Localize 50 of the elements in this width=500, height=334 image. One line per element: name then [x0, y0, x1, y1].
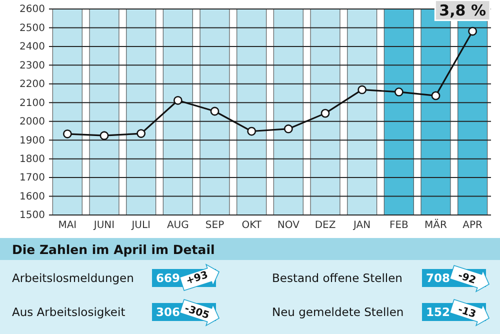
text: Aus Arbeitslosigkeit	[12, 305, 126, 319]
x-tick-label: JULI	[130, 220, 150, 232]
y-tick-label: 1600	[20, 191, 45, 202]
x-tick-label: MÄR	[424, 218, 448, 232]
text: Neu gemeldete Stellen	[272, 305, 404, 319]
y-tick-label: 2600	[20, 4, 45, 16]
x-tick-label: AUG	[166, 220, 189, 232]
point	[468, 26, 478, 36]
x-tick-label: DEZ	[314, 220, 336, 232]
y-tick-label: 2400	[20, 42, 45, 53]
point	[136, 129, 146, 138]
x-tick-label: FEB	[389, 220, 409, 232]
x-tick-label: OKT	[242, 220, 262, 232]
text: Arbeitslosmeldungen	[12, 271, 134, 285]
text: +93	[184, 270, 210, 288]
y-tick-label: 2100	[20, 98, 45, 109]
x-tick-label: SEP	[205, 220, 224, 232]
x-tick-label: APR	[462, 220, 483, 232]
x-tick-label: JAN	[352, 220, 371, 232]
point	[100, 131, 109, 140]
text: 708	[426, 271, 450, 285]
text: Bestand offene Stellen	[272, 271, 402, 285]
text: Die Zahlen im April im Detail	[12, 242, 215, 257]
y-tick-label: 2000	[20, 116, 45, 128]
y-tick-label: 1900	[20, 135, 45, 146]
text: -13	[456, 304, 478, 321]
y-tick-label: 2300	[20, 60, 45, 72]
text: -92	[456, 270, 478, 287]
point	[284, 124, 293, 134]
point	[394, 88, 404, 96]
point	[247, 126, 256, 136]
x-tick-label: MAI	[58, 220, 77, 232]
text: 669	[156, 271, 180, 285]
point	[173, 96, 182, 105]
y-tick-label: 2200	[20, 79, 45, 90]
text: 152	[426, 305, 450, 319]
x-tick-label: NOV	[277, 220, 300, 232]
text: 306	[156, 305, 180, 319]
point	[62, 129, 72, 138]
point	[210, 106, 220, 116]
y-tick-label: 1800	[20, 154, 45, 166]
y-tick-label: 2500	[20, 22, 45, 34]
text: -305	[183, 303, 210, 322]
y-tick-label: 1500	[20, 210, 45, 222]
point	[431, 91, 440, 100]
point	[358, 85, 367, 94]
y-tick-label: 1700	[20, 172, 45, 184]
point	[320, 108, 330, 118]
annotation: 3,8 %	[439, 1, 486, 20]
x-tick-label: JUNI	[92, 220, 115, 232]
